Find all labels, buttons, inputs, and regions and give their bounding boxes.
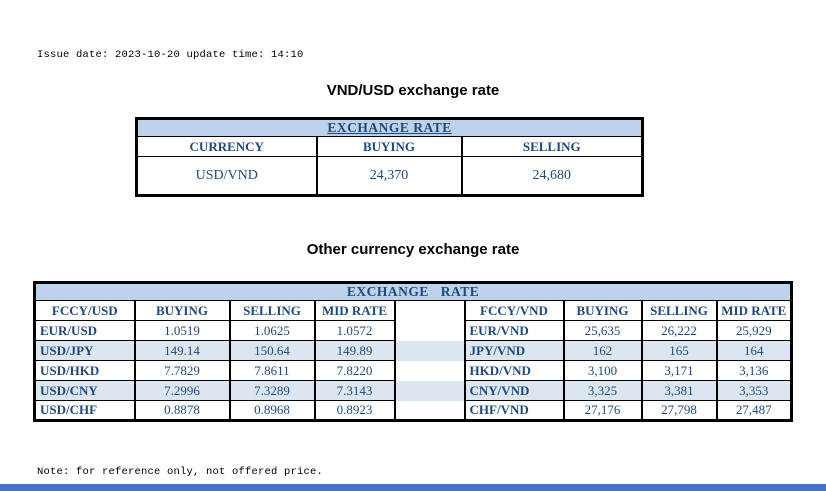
issue-date-line: Issue date: 2023-10-20 update time: 14:1… (37, 49, 304, 61)
table-header-row: FCCY/USD BUYING SELLING MID RATE FCCY/VN… (33, 300, 793, 321)
buying-cell: 7.7829 (133, 360, 231, 381)
bottom-accent-bar (0, 484, 826, 491)
mid-rate-cell: 7.3143 (313, 380, 396, 401)
currency-pair-cell: USD/VND (135, 156, 318, 196)
table-row-hkd: USD/HKD 7.7829 7.8611 7.8220 HKD/VND 3,1… (33, 360, 793, 381)
pair-cell: JPY/VND (463, 340, 565, 361)
selling-column-header: SELLING (228, 300, 316, 321)
usd-vnd-exchange-table: EXCHANGE RATE CURRENCY BUYING SELLING US… (135, 117, 645, 197)
mid-rate-cell: 7.8220 (313, 360, 396, 381)
pair-cell: USD/CNY (33, 380, 136, 401)
other-table-title: Other currency exchange rate (306, 241, 520, 258)
pair-cell: USD/HKD (33, 360, 136, 381)
selling-cell: 7.8611 (228, 360, 316, 381)
fccy-vnd-column-header: FCCY/VND (463, 300, 565, 321)
buying-column-header: BUYING (133, 300, 231, 321)
mid-rate-cell: 27,487 (715, 400, 793, 421)
selling-cell: 150.64 (228, 340, 316, 361)
selling-column-header: SELLING (460, 136, 644, 157)
buying-cell: 25,635 (562, 320, 643, 341)
spacer-cell (393, 300, 466, 321)
fccy-usd-column-header: FCCY/USD (33, 300, 136, 321)
buying-column-header: BUYING (562, 300, 643, 321)
mid-rate-cell: 0.8923 (313, 400, 396, 421)
mid-rate-cell: 3,353 (715, 380, 793, 401)
selling-cell: 165 (640, 340, 718, 361)
pair-cell: EUR/VND (463, 320, 565, 341)
selling-column-header: SELLING (640, 300, 718, 321)
spacer-cell (393, 380, 466, 401)
mid-rate-cell: 3,136 (715, 360, 793, 381)
currency-column-header: CURRENCY (135, 136, 318, 157)
spacer-cell (393, 400, 466, 421)
selling-cell: 1.0625 (228, 320, 316, 341)
pair-cell: CHF/VND (463, 400, 565, 421)
buying-cell: 3,100 (562, 360, 643, 381)
buying-column-header: BUYING (315, 136, 463, 157)
usd-table-title: VND/USD exchange rate (326, 82, 500, 99)
pair-cell: HKD/VND (463, 360, 565, 381)
table-banner-row: EXCHANGE RATE (135, 118, 644, 137)
table-row: USD/VND 24,370 24,680 (135, 156, 644, 196)
exchange-rate-banner: EXCHANGE RATE (135, 118, 644, 137)
pair-cell: USD/CHF (33, 400, 136, 421)
buying-cell: 3,325 (562, 380, 643, 401)
other-currency-exchange-table: EXCHANGE RATE FCCY/USD BUYING SELLING MI… (33, 281, 794, 422)
buying-cell: 0.8878 (133, 400, 231, 421)
mid-rate-cell: 1.0572 (313, 320, 396, 341)
buying-cell: 27,176 (562, 400, 643, 421)
spacer-cell (393, 320, 466, 341)
selling-cell: 0.8968 (228, 400, 316, 421)
selling-cell: 7.3289 (228, 380, 316, 401)
table-row-chf: USD/CHF 0.8878 0.8968 0.8923 CHF/VND 27,… (33, 400, 793, 421)
selling-cell: 26,222 (640, 320, 718, 341)
table-banner-row: EXCHANGE RATE (33, 282, 793, 301)
buying-cell: 7.2996 (133, 380, 231, 401)
spacer-cell (393, 340, 466, 361)
mid-rate-cell: 25,929 (715, 320, 793, 341)
selling-cell: 27,798 (640, 400, 718, 421)
selling-cell: 3,171 (640, 360, 718, 381)
pair-cell: EUR/USD (33, 320, 136, 341)
pair-cell: CNY/VND (463, 380, 565, 401)
buying-cell: 1.0519 (133, 320, 231, 341)
buying-cell: 149.14 (133, 340, 231, 361)
pair-cell: USD/JPY (33, 340, 136, 361)
mid-rate-column-header: MID RATE (715, 300, 793, 321)
table-row-eur: EUR/USD 1.0519 1.0625 1.0572 EUR/VND 25,… (33, 320, 793, 341)
table-row-cny: USD/CNY 7.2996 7.3289 7.3143 CNY/VND 3,3… (33, 380, 793, 401)
note-line: Note: for reference only, not offered pr… (37, 466, 324, 478)
table-header-row: CURRENCY BUYING SELLING (135, 136, 644, 157)
table-row-jpy: USD/JPY 149.14 150.64 149.89 JPY/VND 162… (33, 340, 793, 361)
selling-cell: 24,680 (460, 156, 644, 196)
mid-rate-column-header: MID RATE (313, 300, 396, 321)
mid-rate-cell: 164 (715, 340, 793, 361)
mid-rate-cell: 149.89 (313, 340, 396, 361)
buying-cell: 24,370 (315, 156, 463, 196)
exchange-rate-banner: EXCHANGE RATE (33, 282, 793, 301)
buying-cell: 162 (562, 340, 643, 361)
spacer-cell (393, 360, 466, 381)
selling-cell: 3,381 (640, 380, 718, 401)
